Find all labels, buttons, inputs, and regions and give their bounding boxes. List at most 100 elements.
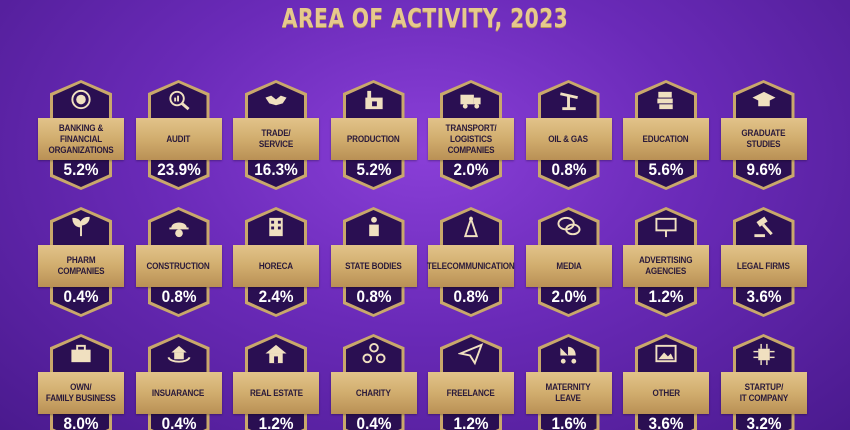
category-label-band: TELECOMMUNICATION [427,245,515,287]
activity-tile: HORECA 2.4% [233,207,319,317]
oil-pump-icon [552,86,586,114]
category-label: HORECA [258,260,294,271]
page-title: AREA OF ACTIVITY, 2023 [281,4,569,34]
percent-value: 0.8% [551,160,586,179]
category-label: OWN/ FAMILY BUSINESS [46,382,116,403]
activity-tile: PRODUCTION 5.2% [330,80,417,190]
activity-tile: CHARITY 0.4% [330,334,417,430]
category-label: BANKING & FINANCIAL ORGANIZATIONS [48,122,114,155]
category-label: TELECOMMUNICATION [427,260,515,271]
category-label-band: OIL & GAS [525,118,612,160]
paper-plane-icon [454,340,488,368]
category-label: CONSTRUCTION [146,260,211,271]
category-label-band: ADVERTISING AGENCIES [623,245,709,287]
percent-value: 16.3% [254,160,298,179]
activity-tile: FREELANCE 1.2% [428,334,514,430]
activity-tile: STARTUP/ IT COMPANY 3.2% [720,334,807,430]
house-icon [259,340,293,368]
category-label-band: AUDIT [135,118,222,160]
billboard-icon [649,213,683,241]
speech-bubbles-icon [552,213,586,241]
category-label-band: STATE BODIES [330,245,417,287]
category-label: ADVERTISING AGENCIES [639,255,693,276]
category-label-band: MEDIA [525,245,612,287]
percent-value: 0.8% [161,287,196,306]
percent-value: 23.9% [156,160,201,179]
graduation-cap-icon [747,86,781,114]
category-label: OIL & GAS [548,133,589,144]
category-label-band: HORECA [233,245,319,287]
worker-helmet-icon [162,213,196,241]
activity-grid: BANKING & FINANCIAL ORGANIZATIONS 5.2% AUD… [38,80,823,430]
category-label: STARTUP/ IT COMPANY [739,382,788,403]
percent-value: 3.6% [746,287,781,306]
percent-value: 1.2% [648,287,684,306]
sprout-icon [64,213,98,241]
activity-tile: GRADUATE STUDIES 9.6% [720,80,807,190]
people-circle-icon [357,340,391,368]
percent-value: 5.2% [356,160,391,179]
percent-value: 0.8% [453,287,489,306]
category-label-band: TRANSPORT/ LOGISTICS COMPANIES [428,118,514,160]
baby-stroller-icon [552,340,586,368]
category-label: AUDIT [166,133,191,144]
percent-value: 1.6% [551,414,586,430]
category-label: REAL ESTATE [249,387,303,398]
percent-value: 2.0% [453,160,489,179]
percent-value: 3.2% [746,414,781,430]
activity-tile: CONSTRUCTION 0.8% [135,207,222,317]
coins-icon [64,86,98,114]
gavel-icon [747,213,781,241]
activity-tile: EDUCATION 5.6% [623,80,709,190]
percent-value: 0.4% [356,414,391,430]
category-label-band: MATERNITY LEAVE [525,372,612,414]
category-label: TRADE/ SERVICE [258,128,294,149]
category-label: FREELANCE [447,387,495,398]
percent-value: 1.2% [258,414,294,430]
category-label: PHARM COMPANIES [57,255,105,276]
category-label-band: OTHER [623,372,709,414]
category-label-band: TRADE/ SERVICE [233,118,319,160]
activity-tile: STATE BODIES 0.8% [330,207,417,317]
percent-value: 8.0% [63,414,99,430]
chip-icon [747,340,781,368]
category-label-band: OWN/ FAMILY BUSINESS [38,372,124,414]
factory-icon [357,86,391,114]
percent-value: 0.4% [161,414,196,430]
activity-tile: BANKING & FINANCIAL ORGANIZATIONS 5.2% [38,80,124,190]
activity-tile: ADVERTISING AGENCIES 1.2% [623,207,709,317]
category-label: GRADUATE STUDIES [741,128,786,149]
category-label-band: CHARITY [330,372,417,414]
category-label-band: STARTUP/ IT COMPANY [720,372,807,414]
category-label: LEGAL FIRMS [737,260,790,271]
percent-value: 5.6% [648,160,684,179]
percent-value: 1.2% [453,414,489,430]
category-label-band: INSUARANCE [135,372,222,414]
activity-tile: LEGAL FIRMS 3.6% [720,207,807,317]
category-label-band: PRODUCTION [330,118,417,160]
category-label-band: LEGAL FIRMS [720,245,807,287]
percent-value: 9.6% [746,160,781,179]
truck-icon [454,86,488,114]
activity-tile: TRANSPORT/ LOGISTICS COMPANIES 2.0% [428,80,514,190]
percent-value: 0.8% [356,287,391,306]
category-label-band: BANKING & FINANCIAL ORGANIZATIONS [38,118,124,160]
category-label-band: GRADUATE STUDIES [720,118,807,160]
percent-value: 2.4% [258,287,294,306]
category-label: CHARITY [356,387,391,398]
category-label: TRANSPORT/ LOGISTICS COMPANIES [445,122,497,155]
category-label-band: REAL ESTATE [233,372,319,414]
activity-tile: REAL ESTATE 1.2% [233,334,319,430]
percent-value: 5.2% [63,160,99,179]
category-label-band: CONSTRUCTION [135,245,222,287]
activity-tile: MATERNITY LEAVE 1.6% [525,334,612,430]
category-label: MEDIA [555,260,582,271]
activity-tile: AUDIT 23.9% [135,80,222,190]
activity-tile: PHARM COMPANIES 0.4% [38,207,124,317]
activity-tile: TRADE/ SERVICE 16.3% [233,80,319,190]
activity-tile: OIL & GAS 0.8% [525,80,612,190]
category-label: INSUARANCE [152,387,205,398]
category-label: EDUCATION [643,133,689,144]
briefcase-icon [64,340,98,368]
magnifier-chart-icon [162,86,196,114]
